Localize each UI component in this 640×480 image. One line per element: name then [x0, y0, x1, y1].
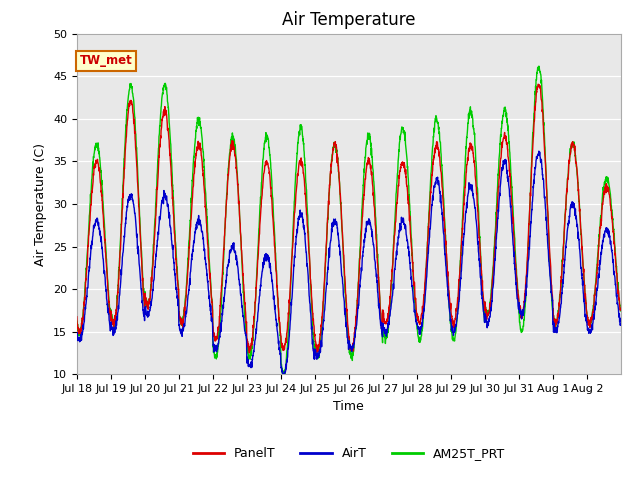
Legend: PanelT, AirT, AM25T_PRT: PanelT, AirT, AM25T_PRT — [188, 442, 510, 465]
Title: Air Temperature: Air Temperature — [282, 11, 415, 29]
Y-axis label: Air Temperature (C): Air Temperature (C) — [35, 143, 47, 265]
Text: TW_met: TW_met — [79, 54, 132, 67]
X-axis label: Time: Time — [333, 400, 364, 413]
